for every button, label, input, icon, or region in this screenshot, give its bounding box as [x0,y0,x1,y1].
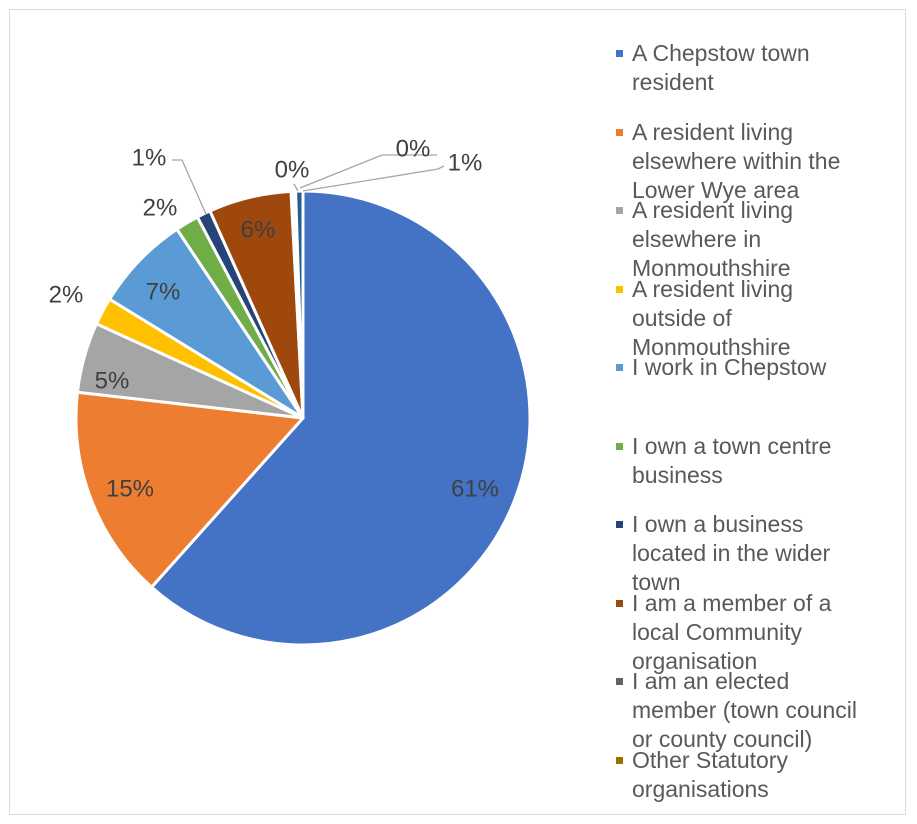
data-label: 5% [95,368,130,395]
data-label: 7% [146,279,181,306]
legend-label: A resident living elsewhere within the L… [632,119,841,203]
legend-label: A resident living elsewhere in Monmouths… [632,197,794,281]
legend-label: A Chepstow town resident [632,40,810,95]
data-label: 2% [49,282,84,309]
pie-slice [294,189,305,420]
pie-slice [74,390,305,589]
legend-swatch [616,521,623,528]
legend-swatch [616,443,623,450]
leader-line [293,183,299,192]
leader-line [172,159,207,215]
legend-swatch [616,757,623,764]
legend-swatch [616,286,623,293]
data-label: 2% [143,195,178,222]
data-label: 61% [451,476,499,503]
legend-swatch [616,207,623,214]
data-label: 0% [396,136,431,163]
legend-label: Other Statutory organisations [632,747,788,802]
legend-label: I work in Chepstow [632,354,827,380]
legend-label: I own a business located in the wider to… [632,511,831,595]
pie-slice [150,189,532,647]
data-label: 15% [106,476,154,503]
legend-swatch [616,50,623,57]
data-label: 1% [448,150,483,177]
legend-swatch [616,364,623,371]
legend-swatch [616,600,623,607]
legend-swatch [616,129,623,136]
legend-label: A resident living outside of Monmouthshi… [632,276,794,360]
data-label: 1% [132,145,167,172]
leader-line [302,165,445,192]
data-label: 6% [241,217,276,244]
legend-label: I am an elected member (town council or … [632,668,857,752]
legend-label: I am a member of a local Community organ… [632,590,832,674]
legend-label: I own a town centre business [632,433,832,488]
data-label: 0% [275,157,310,184]
leader-line [299,154,437,189]
legend-swatch [616,678,623,685]
